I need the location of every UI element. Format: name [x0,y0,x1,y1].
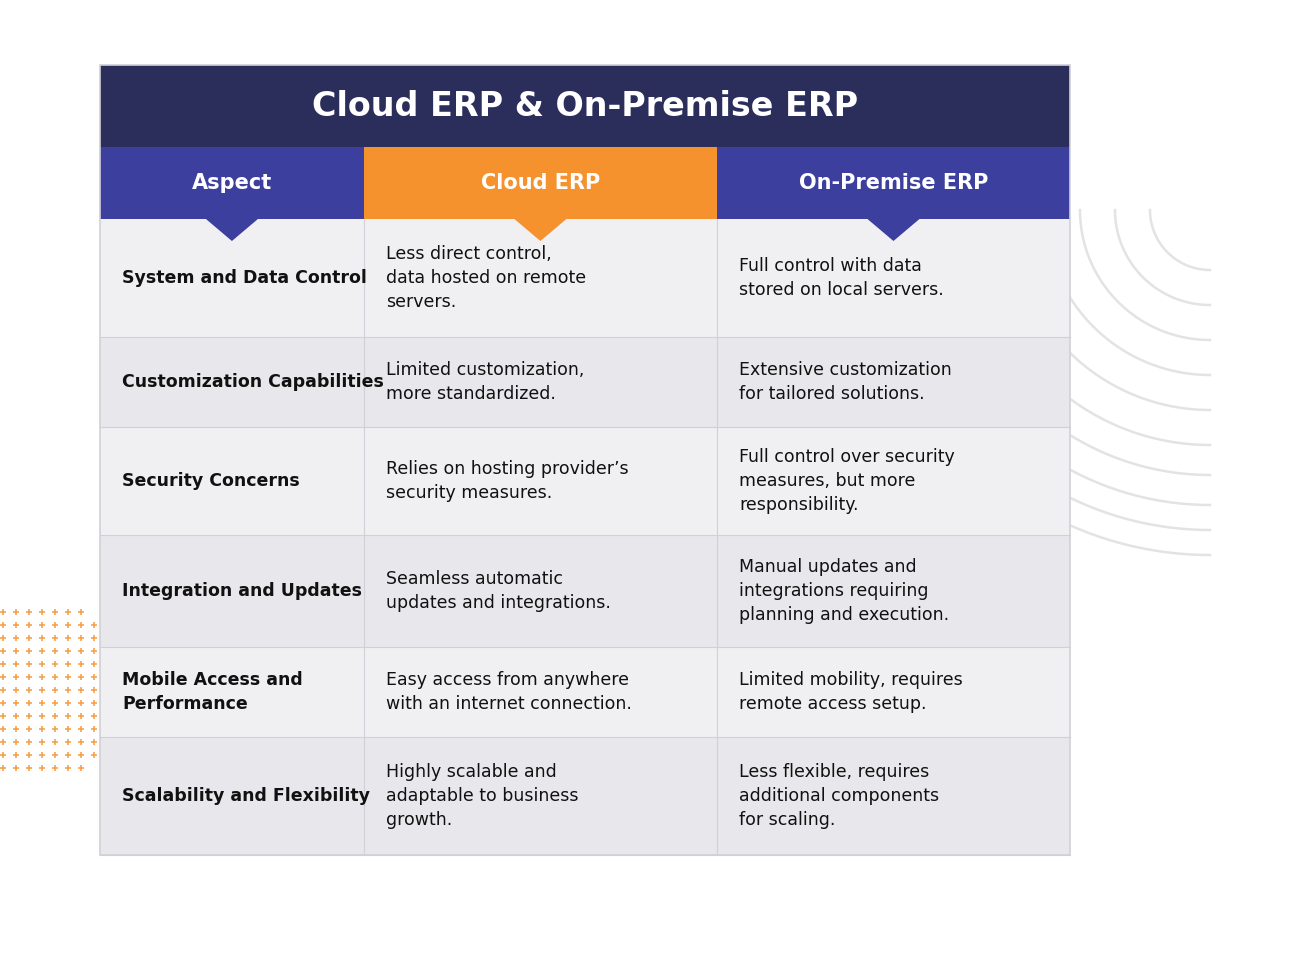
Bar [364,147,716,219]
Text: Scalability and Flexibility: Scalability and Flexibility [122,787,370,805]
Text: Limited mobility, requires
remote access setup.: Limited mobility, requires remote access… [738,671,963,713]
Text: Customization Capabilities: Customization Capabilities [122,373,383,391]
Polygon shape [205,219,257,241]
Text: Cloud ERP & On-Premise ERP: Cloud ERP & On-Premise ERP [312,89,858,122]
Text: Full control with data
stored on local servers.: Full control with data stored on local s… [738,257,944,299]
Bar [100,147,364,219]
Bar [716,147,1070,219]
Bar [100,737,1070,855]
Bar [100,65,1070,147]
Text: Manual updates and
integrations requiring
planning and execution.: Manual updates and integrations requirin… [738,558,949,624]
Text: Easy access from anywhere
with an internet connection.: Easy access from anywhere with an intern… [386,671,632,713]
Polygon shape [867,219,919,241]
Bar [100,337,1070,427]
Bar [100,535,1070,647]
Text: Less flexible, requires
additional components
for scaling.: Less flexible, requires additional compo… [738,763,939,829]
Text: Limited customization,
more standardized.: Limited customization, more standardized… [386,360,584,403]
Bar [100,647,1070,737]
Text: Relies on hosting provider’s
security measures.: Relies on hosting provider’s security me… [386,460,628,502]
Text: Extensive customization
for tailored solutions.: Extensive customization for tailored sol… [738,360,952,403]
Bar [100,219,1070,337]
Text: Security Concerns: Security Concerns [122,472,300,490]
Text: Integration and Updates: Integration and Updates [122,582,361,600]
Text: Aspect: Aspect [192,173,272,193]
Text: Mobile Access and
Performance: Mobile Access and Performance [122,671,303,713]
Text: On-Premise ERP: On-Premise ERP [798,173,988,193]
Text: Seamless automatic
updates and integrations.: Seamless automatic updates and integrati… [386,570,611,612]
Bar [100,65,1070,855]
Bar [100,427,1070,535]
Text: Cloud ERP: Cloud ERP [481,173,601,193]
Text: System and Data Control: System and Data Control [122,269,367,287]
Text: Less direct control,
data hosted on remote
servers.: Less direct control, data hosted on remo… [386,245,586,311]
Polygon shape [515,219,567,241]
Text: Full control over security
measures, but more
responsibility.: Full control over security measures, but… [738,448,954,515]
Text: Highly scalable and
adaptable to business
growth.: Highly scalable and adaptable to busines… [386,763,578,829]
